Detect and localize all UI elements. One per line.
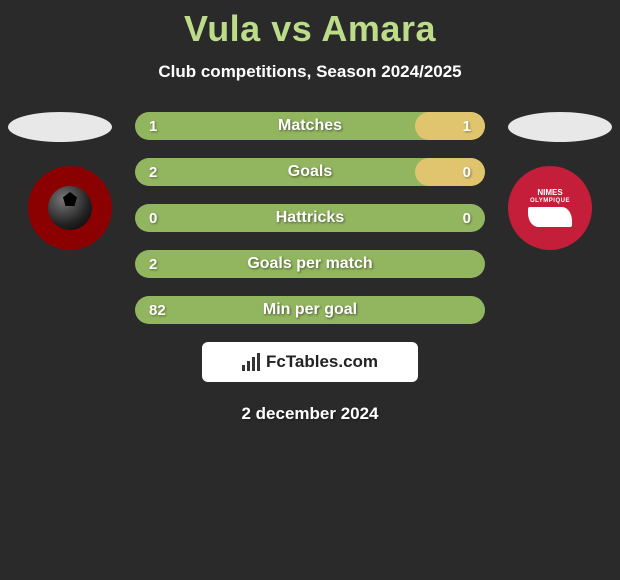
stat-label: Min per goal (135, 301, 485, 319)
page-title: Vula vs Amara (0, 0, 620, 62)
source-label: FcTables.com (266, 352, 378, 372)
stat-label: Goals per match (135, 255, 485, 273)
stat-row-min-per-goal: 82 Min per goal (135, 296, 485, 324)
stat-row-matches: 1 Matches 1 (135, 112, 485, 140)
stat-value-right: 0 (463, 164, 471, 181)
player-photo-left-placeholder (8, 112, 112, 142)
stat-value-right: 1 (463, 118, 471, 135)
source-badge: FcTables.com (202, 342, 418, 382)
club-crest-right: NIMES OLYMPIQUE (508, 166, 592, 250)
nimes-crest-icon: NIMES OLYMPIQUE (528, 189, 572, 226)
stat-label: Goals (135, 163, 485, 181)
stat-row-goals-per-match: 2 Goals per match (135, 250, 485, 278)
player-photo-right-placeholder (508, 112, 612, 142)
stat-label: Matches (135, 117, 485, 135)
stat-label: Hattricks (135, 209, 485, 227)
bar-chart-icon (242, 353, 260, 371)
comparison-area: NIMES OLYMPIQUE 1 Matches 1 2 Goals 0 0 … (0, 102, 620, 424)
date: 2 december 2024 (0, 404, 620, 424)
club-crest-left (28, 166, 112, 250)
soccer-ball-icon (48, 186, 92, 230)
subtitle: Club competitions, Season 2024/2025 (0, 62, 620, 102)
stat-value-right: 0 (463, 210, 471, 227)
stat-rows: 1 Matches 1 2 Goals 0 0 Hattricks 0 2 Go… (135, 102, 485, 324)
stat-row-hattricks: 0 Hattricks 0 (135, 204, 485, 232)
stat-row-goals: 2 Goals 0 (135, 158, 485, 186)
